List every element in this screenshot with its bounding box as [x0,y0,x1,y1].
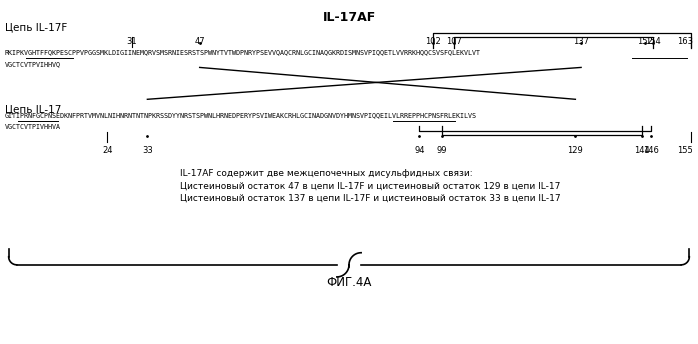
Text: 146: 146 [644,146,659,155]
Text: 24: 24 [102,146,112,155]
Text: 155: 155 [678,146,693,155]
Text: 99: 99 [436,146,447,155]
Text: 102: 102 [425,36,440,45]
Text: VGCTCVTPIVHHVA: VGCTCVTPIVHHVA [5,124,61,130]
Text: 152: 152 [637,36,653,45]
Text: 47: 47 [194,36,205,45]
Text: 163: 163 [677,36,693,45]
Text: ФИГ.4А: ФИГ.4А [326,276,372,289]
Text: 107: 107 [446,36,462,45]
Text: RKIPKVGHTFFQKPESCPPVPGGSMKLDIGIINEMQRVSMSRNIESRSTSPWNYTVTWDPNRYPSEVVQAQCRNLGCINA: RKIPKVGHTFFQKPESCPPVPGGSMKLDIGIINEMQRVSM… [5,50,481,55]
Text: 33: 33 [142,146,153,155]
Text: 94: 94 [414,146,424,155]
Text: Цепь IL-17F: Цепь IL-17F [5,23,67,33]
Text: IL-17AF содержит две межцепочечных дисульфидных связи:
Цистеиновый остаток 47 в : IL-17AF содержит две межцепочечных дисул… [180,169,561,203]
Text: 154: 154 [645,36,661,45]
Text: 31: 31 [126,36,137,45]
Text: VGCTCVTPVIHHVQ: VGCTCVTPVIHHVQ [5,62,61,67]
Text: IL-17AF: IL-17AF [322,11,376,24]
Text: 129: 129 [567,146,584,155]
Text: GITIPRNFGCPNSEDKNFPRTVMVNLNIHNRNTNTNPKRSSDYYNRSTSPWNLHRNEDPERYPSVIWЕAKCRHLGCINAD: GITIPRNFGCPNSEDKNFPRTVMVNLNIHNRNTNTNPKRS… [5,112,477,118]
Text: 137: 137 [573,36,589,45]
Text: Цепь IL-17: Цепь IL-17 [5,104,61,114]
Text: 144: 144 [634,146,650,155]
